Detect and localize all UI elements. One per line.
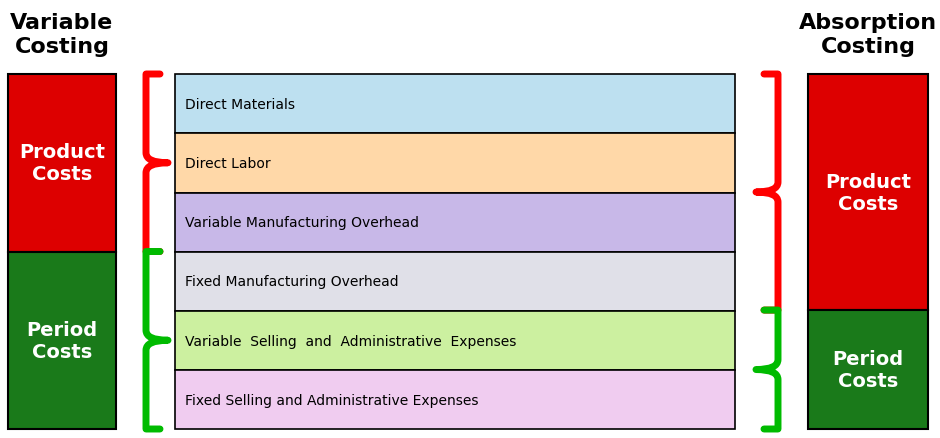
Bar: [175, 370, 735, 429]
Bar: [8, 252, 116, 429]
Bar: [8, 75, 116, 252]
Text: Variable  Selling  and  Administrative  Expenses: Variable Selling and Administrative Expe…: [185, 334, 516, 348]
Bar: [175, 193, 735, 252]
Text: Fixed Manufacturing Overhead: Fixed Manufacturing Overhead: [185, 275, 399, 289]
Bar: [175, 75, 735, 134]
Bar: [175, 252, 735, 311]
Text: Absorption
Costing: Absorption Costing: [799, 14, 937, 57]
Text: Direct Labor: Direct Labor: [185, 156, 271, 170]
Text: Period
Costs: Period Costs: [26, 320, 98, 361]
Text: Variable
Costing: Variable Costing: [10, 14, 114, 57]
Bar: [808, 75, 928, 311]
Text: Period
Costs: Period Costs: [833, 349, 903, 390]
Text: Fixed Selling and Administrative Expenses: Fixed Selling and Administrative Expense…: [185, 392, 478, 406]
Bar: [175, 311, 735, 370]
Text: Product
Costs: Product Costs: [19, 143, 105, 184]
Bar: [175, 134, 735, 193]
Text: Direct Materials: Direct Materials: [185, 97, 295, 111]
Bar: [808, 311, 928, 429]
Text: Variable Manufacturing Overhead: Variable Manufacturing Overhead: [185, 216, 419, 230]
Text: Product
Costs: Product Costs: [825, 172, 911, 213]
